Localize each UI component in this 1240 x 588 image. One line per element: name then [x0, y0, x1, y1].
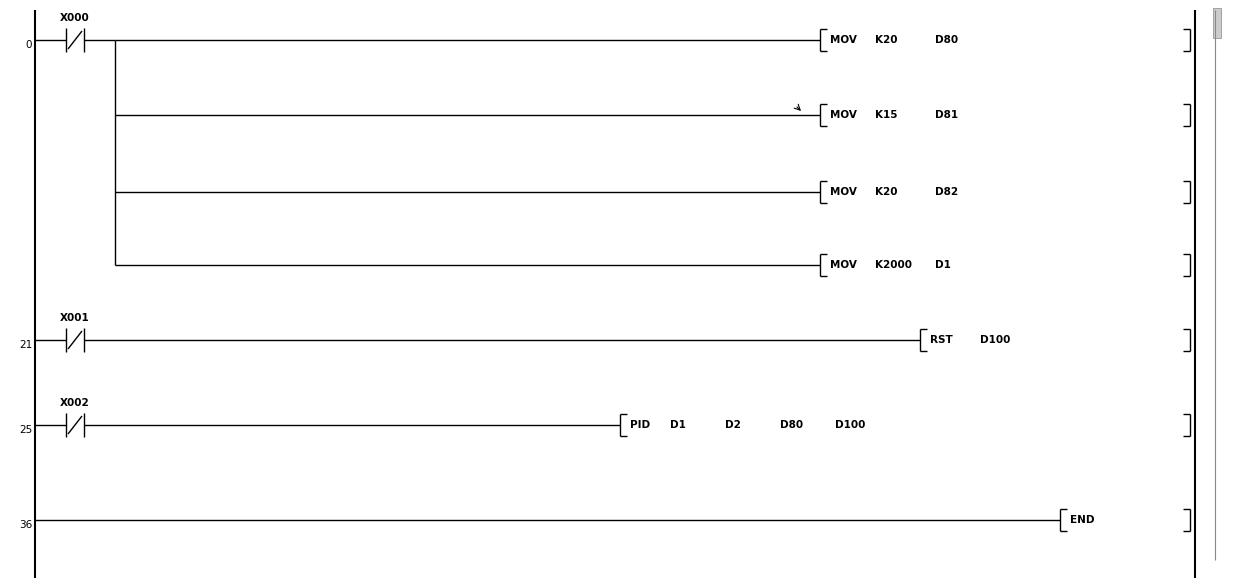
- Text: X002: X002: [60, 398, 89, 408]
- Text: RST: RST: [930, 335, 952, 345]
- Text: K20: K20: [875, 187, 898, 197]
- Text: D80: D80: [780, 420, 804, 430]
- Text: X000: X000: [60, 13, 89, 23]
- Text: D1: D1: [935, 260, 951, 270]
- Bar: [1213, 8, 1221, 38]
- Text: MOV: MOV: [830, 110, 857, 120]
- Text: 0: 0: [26, 40, 32, 50]
- Text: MOV: MOV: [830, 35, 857, 45]
- Text: K15: K15: [875, 110, 898, 120]
- Text: X001: X001: [60, 313, 89, 323]
- Text: END: END: [1070, 515, 1095, 525]
- Text: D2: D2: [725, 420, 740, 430]
- Text: PID: PID: [630, 420, 650, 430]
- Text: K20: K20: [875, 35, 898, 45]
- Text: D100: D100: [980, 335, 1011, 345]
- Text: MOV: MOV: [830, 260, 857, 270]
- Text: MOV: MOV: [830, 187, 857, 197]
- Text: D82: D82: [935, 187, 959, 197]
- Text: 36: 36: [19, 520, 32, 530]
- Text: D81: D81: [935, 110, 959, 120]
- Text: 21: 21: [19, 340, 32, 350]
- Text: 25: 25: [19, 425, 32, 435]
- Text: D100: D100: [835, 420, 866, 430]
- Text: K2000: K2000: [875, 260, 911, 270]
- Text: D80: D80: [935, 35, 959, 45]
- Text: D1: D1: [670, 420, 686, 430]
